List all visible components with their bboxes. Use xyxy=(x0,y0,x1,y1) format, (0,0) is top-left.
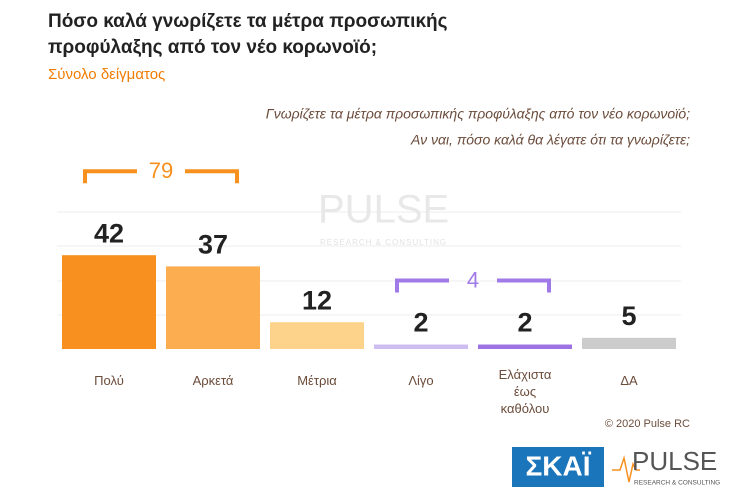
value-label: 2 xyxy=(413,308,428,338)
broadcaster-name: ΣΚΑΪ xyxy=(525,450,591,481)
logo-icon xyxy=(612,455,640,483)
question: Αν ναι, πόσο καλά θα λέγατε ότι τα γνωρί… xyxy=(410,132,690,148)
x-tick-label: ΔΑ xyxy=(620,373,638,388)
copyright: © 2020 Pulse RC xyxy=(605,418,690,430)
x-tick-label: Ελάχιστα έως καθόλου xyxy=(498,367,552,416)
bracket xyxy=(83,169,239,184)
x-tick-label: Πολύ xyxy=(94,373,124,388)
value-label: 37 xyxy=(198,229,228,259)
bar xyxy=(270,322,364,349)
bar xyxy=(478,344,572,349)
value-label: 2 xyxy=(517,308,532,338)
chart-title: Πόσο καλά γνωρίζετε τα μέτρα προσωπικής π… xyxy=(48,11,448,58)
value-label: 42 xyxy=(94,218,124,248)
value-label: 5 xyxy=(621,301,636,331)
x-tick-label: Λίγο xyxy=(408,373,434,388)
bar xyxy=(374,344,468,349)
annotation-label: 4 xyxy=(467,267,479,292)
bar xyxy=(166,266,260,349)
logo-name: PULSE xyxy=(632,446,717,476)
bar xyxy=(62,255,156,349)
x-tick-label: Μέτρια xyxy=(297,373,337,388)
question: Γνωρίζετε τα μέτρα προσωπικής προφύλαξης… xyxy=(266,106,690,122)
grid xyxy=(57,211,681,316)
bracket xyxy=(395,278,551,293)
bar xyxy=(582,337,676,349)
value-label: 12 xyxy=(302,285,332,315)
annotation-label: 79 xyxy=(149,158,173,183)
subtitle: Σύνολο δείγματος xyxy=(48,66,165,83)
logo-tagline: RESEARCH & CONSULTING xyxy=(634,480,720,487)
broadcaster-logo xyxy=(512,447,604,487)
x-tick-label: Αρκετά xyxy=(192,373,234,388)
watermark-tagline: RESEARCH & CONSULTING xyxy=(320,238,447,247)
watermark: PULSE xyxy=(318,188,449,232)
